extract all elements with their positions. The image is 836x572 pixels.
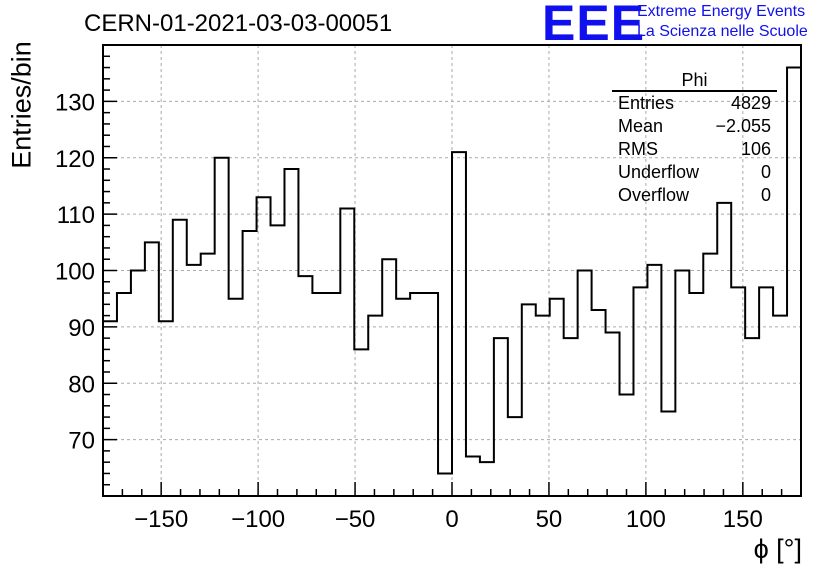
histogram-bin [229,299,243,496]
y-axis-label-box: Entries/bin [2,30,42,180]
stats-box: Phi Entries 4829 Mean −2.055 RMS 106 Und… [612,70,777,207]
logo-line-1: Extreme Energy Events [637,3,806,20]
histogram-bin [620,395,634,496]
histogram-bin [675,271,689,497]
histogram-bin [410,293,424,496]
histogram-bin [368,316,382,496]
stats-label: Underflow [618,162,700,182]
histogram-bin [592,310,606,496]
stats-label: Mean [618,116,664,136]
x-tick-label: −50 [335,506,376,533]
chart-title: CERN-01-2021-03-03-00051 [84,10,393,37]
y-tick-label: 120 [55,146,95,173]
histogram-bin [159,321,173,496]
histogram-bin [396,299,410,496]
histogram-bin [550,299,564,496]
stats-value: 0 [760,162,771,182]
histogram-bin [578,271,592,497]
histogram-bin [131,271,145,497]
stats-value: 106 [740,139,771,159]
histogram-bin [759,287,773,496]
x-axis-label: ϕ [°] [753,534,802,564]
histogram-bin [312,293,326,496]
histogram-bin [564,338,578,496]
y-tick-label: 70 [68,428,95,455]
histogram-bin [215,158,229,496]
histogram-bin [424,293,438,496]
y-tick-label: 110 [57,202,95,229]
histogram-bin [103,321,117,496]
histogram-bin [201,254,215,496]
x-tick-label: −100 [231,506,285,533]
histogram-bin [647,265,661,496]
histogram-bin [284,169,298,496]
eee-logo: EEE [542,0,646,51]
histogram-bin [271,225,285,496]
histogram-bin [508,417,522,496]
y-axis-label: Entries/bin [6,41,37,169]
stats-value: −2.055 [715,116,771,136]
histogram-bin [382,259,396,496]
histogram-bin [340,208,354,496]
histogram-bin [522,304,536,496]
histogram-bin [243,231,257,496]
histogram-bin [703,254,717,496]
histogram-bin [787,68,801,496]
histogram-bin [298,276,312,496]
histogram-bin [745,338,759,496]
stats-label: Overflow [618,185,690,205]
histogram-bin [689,293,703,496]
x-tick-label: 0 [445,506,458,533]
histogram-bin [173,220,187,496]
histogram-bin [480,462,494,496]
x-tick-label: −150 [134,506,188,533]
x-tick-label: 50 [536,506,563,533]
histogram-bin [773,316,787,496]
stats-row-rms: RMS 106 [612,138,777,161]
histogram-bin [661,411,675,496]
stats-row-underflow: Underflow 0 [612,161,777,184]
histogram-bin [731,287,745,496]
y-tick-label: 80 [68,371,95,398]
logo-caption: Extreme Energy Events La Scienza nelle S… [637,2,808,42]
histogram-bin [438,473,452,496]
histogram-bin [145,242,159,496]
stats-value: 4829 [730,93,771,113]
y-tick-label: 90 [68,315,95,342]
histogram-outline [103,66,801,475]
stats-row-mean: Mean −2.055 [612,115,777,138]
stats-title: Phi [612,70,777,92]
x-tick-label: 150 [723,506,763,533]
histogram-bin [633,287,647,496]
histogram-bin [717,203,731,496]
histogram-bin [354,349,368,496]
histogram-bin [606,333,620,496]
y-tick-label: 100 [55,259,95,286]
logo-line-2: La Scienza nelle Scuole [637,23,808,40]
histogram-bin [117,293,131,496]
histogram-bin [452,152,466,496]
stats-label: Entries [618,93,675,113]
histogram-bin [466,457,480,496]
x-tick-label: 100 [626,506,666,533]
histogram-bin [187,265,201,496]
histogram-bin [536,316,550,496]
histogram-bin [494,338,508,496]
stats-value: 0 [760,185,771,205]
stats-row-overflow: Overflow 0 [612,184,777,207]
histogram-bin [257,197,271,496]
stats-row-entries: Entries 4829 [612,92,777,115]
stats-label: RMS [618,139,658,159]
y-tick-label: 130 [55,89,95,116]
histogram-bin [326,293,340,496]
